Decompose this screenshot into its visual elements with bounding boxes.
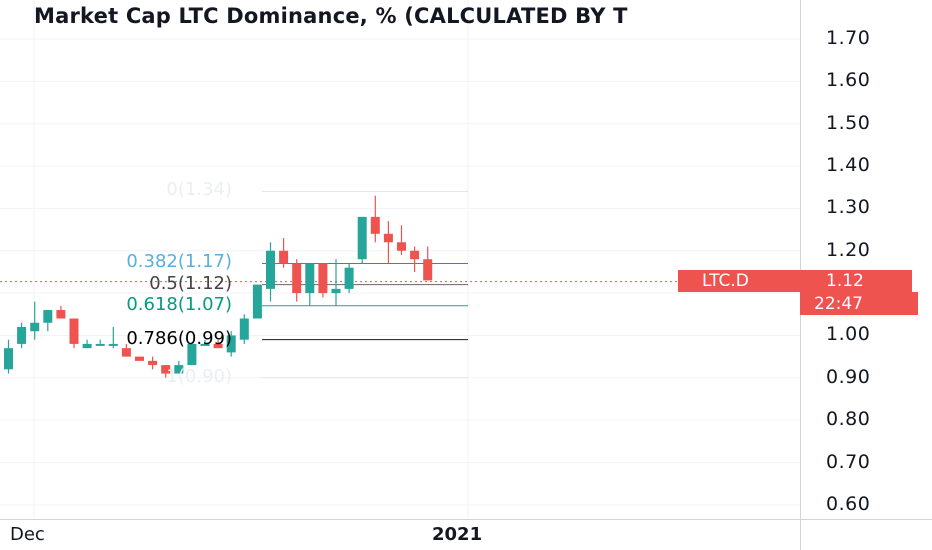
candle-body bbox=[213, 343, 223, 349]
fib-level-label: 0.786(0.99) bbox=[126, 327, 232, 349]
candle-body bbox=[30, 322, 40, 332]
candle-body bbox=[226, 335, 236, 353]
candle-body bbox=[331, 288, 341, 294]
candle-body bbox=[56, 310, 66, 319]
candle-body bbox=[121, 348, 131, 357]
candle-body bbox=[187, 343, 197, 366]
x-tick-label: Dec bbox=[10, 524, 45, 545]
countdown-value: 22:47 bbox=[814, 294, 863, 314]
fib-level-label: 0.5(1.12) bbox=[149, 272, 232, 294]
candle-body bbox=[357, 216, 367, 260]
y-tick-label: 0.80 bbox=[826, 408, 871, 431]
time-axis-divider bbox=[0, 519, 932, 520]
candle-body bbox=[370, 216, 380, 234]
y-tick-label: 0.90 bbox=[826, 365, 871, 388]
y-tick-label: 0.60 bbox=[826, 492, 871, 515]
y-tick-label: 1.30 bbox=[826, 196, 871, 219]
candle-body bbox=[135, 356, 144, 361]
candle-body bbox=[17, 326, 27, 344]
y-tick-label: 1.60 bbox=[826, 69, 871, 92]
candle-body bbox=[305, 263, 315, 294]
symbol-label: LTC.D bbox=[702, 271, 749, 291]
candle-body bbox=[279, 250, 289, 264]
candle-body bbox=[95, 343, 105, 346]
bar-countdown-badge: 22:47 bbox=[800, 292, 918, 315]
candle-body bbox=[69, 318, 79, 344]
fib-level-label: 0.618(1.07) bbox=[126, 293, 232, 315]
candle-body bbox=[410, 250, 420, 260]
y-tick-label: 1.50 bbox=[826, 111, 871, 134]
candle-body bbox=[43, 310, 53, 323]
chart-title: Market Cap LTC Dominance, % (CALCULATED … bbox=[34, 4, 628, 28]
candle-body bbox=[200, 343, 210, 346]
y-tick-label: 1.20 bbox=[826, 238, 871, 261]
candle-body bbox=[174, 365, 184, 374]
candle-body bbox=[4, 348, 13, 370]
y-tick-label: 1.00 bbox=[826, 323, 871, 346]
fib-level-label: 1(0.90) bbox=[166, 365, 232, 387]
candle-body bbox=[397, 242, 406, 251]
candle-body bbox=[82, 343, 92, 349]
candle-body bbox=[108, 343, 118, 346]
last-price-value: 1.12 bbox=[826, 271, 864, 291]
fib-level-label: 0.382(1.17) bbox=[126, 251, 232, 273]
candle-body bbox=[148, 360, 158, 366]
candle-body bbox=[423, 259, 433, 281]
candle-body bbox=[318, 263, 328, 294]
candle-body bbox=[383, 233, 393, 243]
candle-body bbox=[252, 284, 262, 319]
last-price-badge: LTC.D 1.12 bbox=[678, 270, 912, 292]
fib-level-label: 0(1.34) bbox=[166, 179, 232, 201]
candle-body bbox=[344, 267, 354, 289]
y-tick-label: 1.40 bbox=[826, 154, 871, 177]
candle-body bbox=[292, 263, 302, 294]
candle-body bbox=[161, 365, 171, 374]
x-tick-label: 2021 bbox=[432, 524, 483, 545]
candle-body bbox=[239, 318, 249, 340]
y-tick-label: 1.70 bbox=[826, 27, 871, 49]
candle-body bbox=[266, 250, 275, 289]
y-tick-label: 0.70 bbox=[826, 450, 871, 473]
